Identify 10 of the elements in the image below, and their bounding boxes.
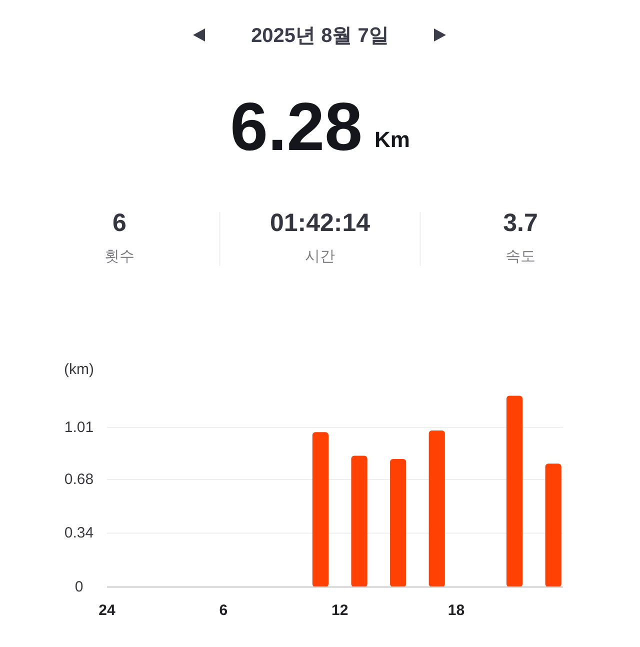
annotation: 6 xyxy=(112,209,126,237)
annotation: 6.28 xyxy=(230,89,362,165)
annotation: 시간 xyxy=(305,248,335,265)
title: 2025년 8월 7일 xyxy=(251,25,389,47)
annotation: 횟수 xyxy=(104,248,134,265)
ylabel: (km) xyxy=(64,361,94,378)
annotation: 속도 xyxy=(506,248,536,265)
annotation: 01:42:14 xyxy=(270,209,370,237)
annotation: Km xyxy=(374,127,410,152)
annotation: 3.7 xyxy=(503,209,538,237)
